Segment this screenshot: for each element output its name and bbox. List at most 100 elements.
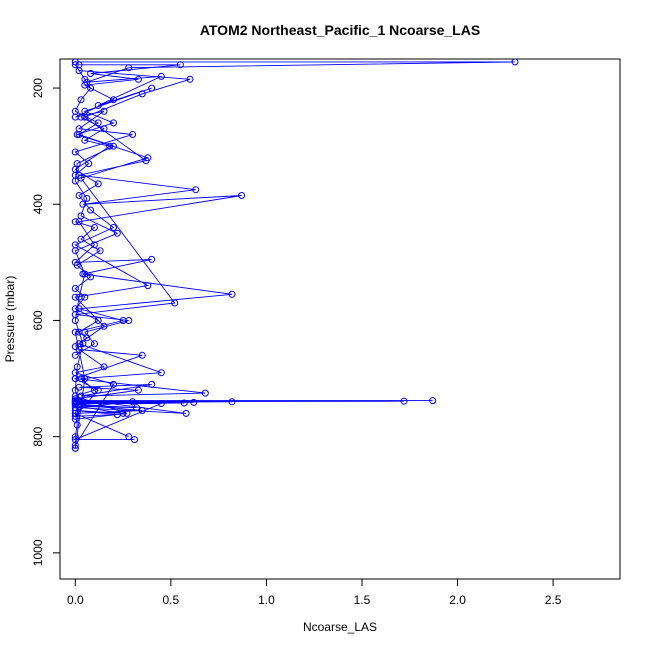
data-point [87,70,95,77]
data-point [106,142,114,150]
data-point [75,402,83,410]
data-point [71,441,79,449]
x-axis-label: Ncoarse_LAS [303,620,377,634]
data-point [148,380,156,388]
data-point [131,436,138,444]
data-point [81,293,89,301]
data-point [134,386,142,394]
x-tick-label: 1.0 [258,593,275,607]
data-point [186,75,194,83]
data-point [110,380,117,388]
data-point [201,389,209,397]
data-point [144,154,152,162]
data-point [71,305,79,313]
data-point [113,411,121,419]
data-point [73,261,81,269]
data-point [75,61,83,69]
data-point [87,206,95,214]
y-axis-label: Pressure (mbar) [3,276,17,363]
data-point [71,328,79,336]
data-point [71,113,79,121]
data-point [110,119,117,127]
series-line [74,221,101,347]
data-point [133,404,140,412]
data-point [81,136,89,144]
series-line [75,61,515,356]
data-point [71,351,79,359]
data-point [71,285,79,292]
data-point [100,363,108,371]
data-point [125,317,133,324]
data-point [400,397,408,405]
data-point [228,398,236,406]
x-tick-label: 2.5 [545,593,562,607]
data-point [75,125,83,133]
data-point [429,397,437,405]
data-point [71,343,79,351]
data-point [148,84,156,92]
data-point [110,96,117,104]
data-point [157,72,165,80]
series-line [75,400,433,441]
data-point [129,131,137,138]
data-point [75,192,83,199]
data-point [85,160,93,168]
data-point [144,282,152,290]
data-point [83,194,91,202]
data-point [87,273,95,281]
data-point [157,400,165,407]
y-tick-label: 600 [31,310,45,330]
data-point [77,235,85,243]
data-point [511,59,519,66]
data-point [71,241,79,249]
series-line [74,64,181,176]
data-point [134,75,142,83]
x-tick-label: 2.0 [449,593,466,607]
data-point [71,369,79,377]
data-point [157,369,165,377]
data-point [113,229,121,237]
plot-frame [59,58,621,580]
data-point [96,247,104,255]
chart-title: ATOM2 Northeast_Pacific_1 Ncoarse_LAS [200,22,480,38]
data-point [110,224,117,231]
data-point [176,61,184,69]
data-point [71,293,79,301]
data-point [238,192,246,199]
data-point [71,148,79,156]
data-point [71,171,79,179]
data-point [94,317,102,324]
data-point [100,322,108,330]
data-point [180,399,188,407]
data-point [100,107,108,115]
data-point [77,174,85,182]
data-point [190,398,198,406]
y-tick-label: 800 [31,426,45,446]
y-tick-label: 1000 [31,539,45,566]
x-tick-label: 0.5 [163,593,180,607]
data-point [182,409,190,417]
data-point [90,340,98,348]
data-point [171,299,179,307]
data-point [75,328,83,336]
data-point [75,383,83,391]
x-axis: 0.0 0.5 1.0 1.5 2.0 2.5 [67,579,562,607]
data-point [87,84,95,92]
data-point [79,270,87,278]
series-line [74,348,143,446]
data-point [90,224,98,231]
y-tick-label: 200 [31,78,45,98]
x-tick-label: 0.0 [67,593,84,607]
data-point [81,81,89,89]
data-point [94,386,102,394]
data-point [77,392,85,400]
data-point [77,96,85,104]
y-tick-label: 400 [31,194,45,214]
data-point [148,255,156,263]
y-axis: 200 400 600 800 1000 [31,78,60,566]
series-layer [71,59,519,452]
data-point [71,218,79,226]
data-point [192,186,200,194]
data-point [138,351,146,359]
